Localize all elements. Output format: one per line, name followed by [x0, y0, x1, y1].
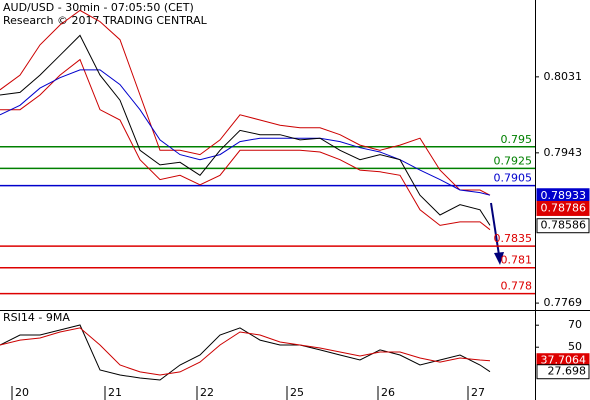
price-marker: [536, 200, 590, 216]
pane-title: RSI14 - 9MA: [3, 311, 70, 324]
chart-title: AUD/USD - 30min - 07:05:50 (CET): [3, 1, 194, 14]
series-line: [0, 34, 491, 226]
level-label: 0.781: [501, 254, 533, 267]
y-tick-label: 0.7769: [544, 296, 583, 309]
x-tick-label: 27: [471, 386, 485, 399]
level-label: 0.778: [501, 280, 533, 293]
price-marker-label: 37.7064: [541, 354, 587, 367]
y-tick-label: 70: [568, 318, 582, 331]
series-line: [0, 58, 491, 231]
y-tick-label: 50: [568, 340, 582, 353]
level-label: 0.7925: [494, 154, 533, 167]
x-tick-label: 20: [15, 386, 29, 399]
arrow-head: [494, 252, 504, 265]
level-label: 0.795: [501, 133, 533, 146]
price-marker-label: 0.78786: [541, 201, 587, 214]
series-line: [0, 9, 491, 196]
y-tick-label: 0.7943: [544, 146, 583, 159]
series-line: [0, 69, 491, 196]
x-tick-label: 25: [290, 386, 304, 399]
level-label: 0.7905: [494, 172, 533, 185]
price-marker: [536, 218, 590, 234]
price-marker-label: 0.78586: [541, 219, 587, 232]
x-tick-label: 26: [381, 386, 395, 399]
chart-subtitle: Research © 2017 TRADING CENTRAL: [3, 14, 208, 27]
x-tick-label: 22: [200, 386, 214, 399]
price-marker: [536, 364, 590, 380]
x-tick-label: 21: [108, 386, 122, 399]
y-tick-label: 0.8031: [544, 70, 583, 83]
series-line: [0, 327, 491, 376]
level-label: 0.7835: [494, 232, 533, 245]
price-marker-label: 0.78933: [541, 189, 587, 202]
price-marker-label: 27.698: [548, 365, 587, 378]
